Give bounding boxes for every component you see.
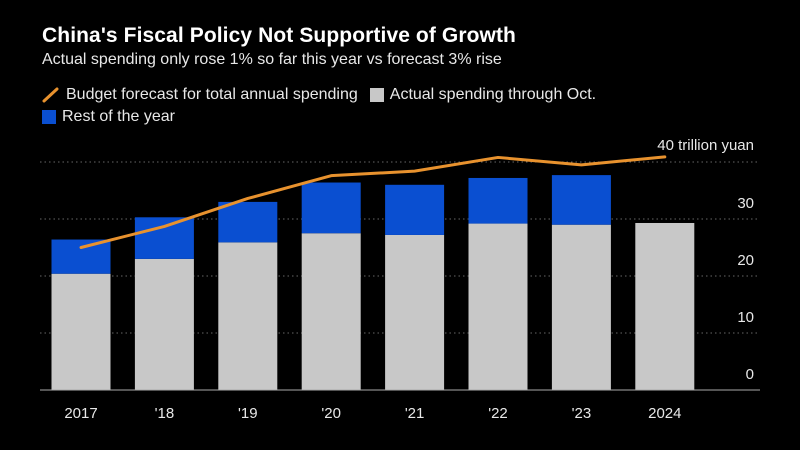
bar-actual bbox=[551, 224, 611, 390]
bar-rest bbox=[551, 175, 611, 225]
x-tick-label: '21 bbox=[405, 405, 425, 422]
x-tick-label: '23 bbox=[572, 405, 592, 422]
legend-item-actual: Actual spending through Oct. bbox=[369, 86, 597, 104]
x-tick-label: 2024 bbox=[648, 405, 681, 422]
chart-title: China's Fiscal Policy Not Supportive of … bbox=[42, 24, 516, 47]
forecast-line bbox=[79, 155, 667, 249]
chart-subtitle: Actual spending only rose 1% so far this… bbox=[42, 51, 502, 68]
annotation-label: 40 trillion yuan bbox=[657, 137, 754, 154]
legend-line-swatch bbox=[42, 87, 59, 103]
y-tick-label: 10 bbox=[737, 309, 754, 326]
bar-rest bbox=[301, 182, 361, 234]
bar-actual bbox=[301, 233, 361, 390]
bar-rest bbox=[468, 177, 528, 224]
bar-actual bbox=[468, 223, 528, 390]
y-tick-label: 0 bbox=[746, 366, 754, 383]
bar-rest bbox=[385, 184, 445, 235]
legend: Budget forecast for total annual spendin… bbox=[42, 84, 608, 128]
bar-rest bbox=[134, 217, 194, 259]
x-tick-label: '19 bbox=[238, 405, 258, 422]
bar-actual bbox=[134, 258, 194, 390]
legend-item-forecast: Budget forecast for total annual spendin… bbox=[42, 86, 358, 104]
bar-rest bbox=[218, 201, 278, 243]
legend-swatch-rest bbox=[42, 110, 56, 124]
bar-rest bbox=[51, 239, 111, 274]
legend-label-rest: Rest of the year bbox=[62, 108, 175, 125]
bar-actual bbox=[635, 222, 695, 390]
legend-swatch-actual bbox=[369, 88, 384, 102]
legend-label-actual: Actual spending through Oct. bbox=[389, 86, 597, 103]
legend-label-forecast: Budget forecast for total annual spendin… bbox=[66, 86, 358, 103]
bar-actual bbox=[218, 242, 278, 390]
bar-actual bbox=[385, 234, 445, 390]
x-tick-label: '18 bbox=[155, 405, 175, 422]
x-tick-label: '22 bbox=[488, 405, 508, 422]
x-tick-label: '20 bbox=[321, 405, 341, 422]
bar-actual bbox=[51, 273, 111, 390]
x-tick-label: 2017 bbox=[64, 405, 97, 422]
legend-item-rest: Rest of the year bbox=[42, 108, 175, 126]
y-tick-label: 20 bbox=[737, 252, 754, 269]
y-tick-label: 30 bbox=[737, 195, 754, 212]
